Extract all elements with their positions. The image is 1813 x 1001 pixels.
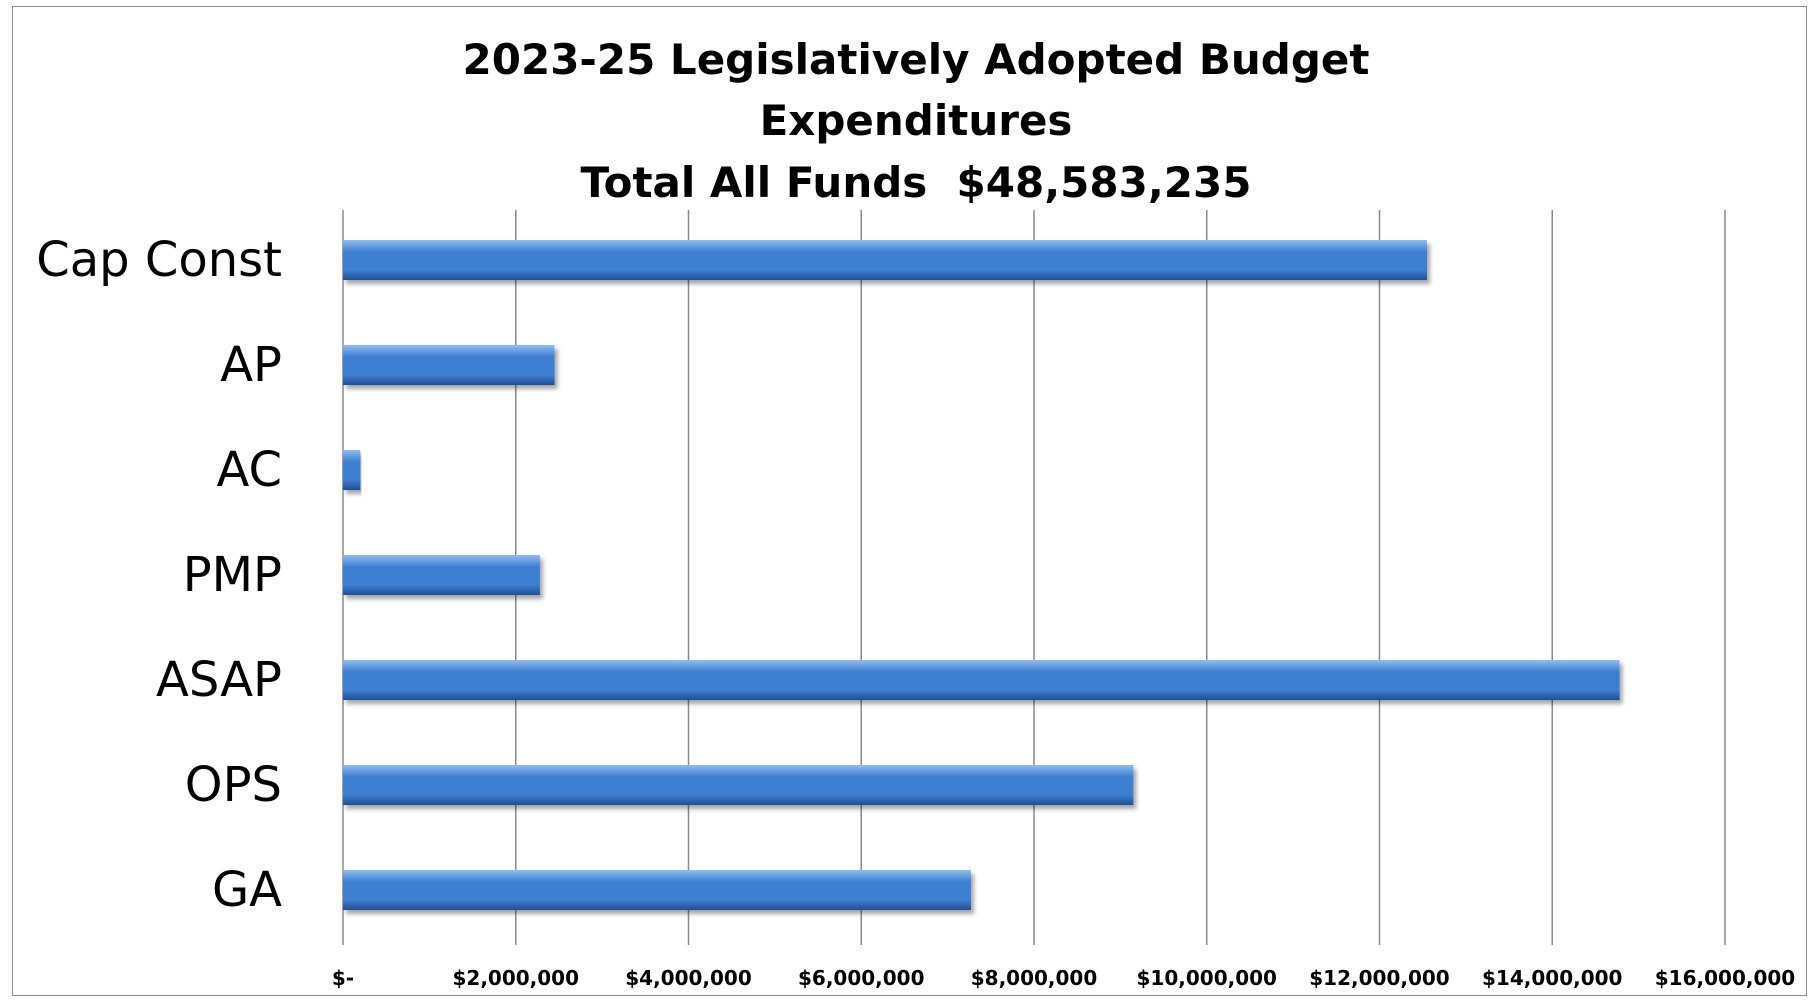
x-tick-label: $16,000,000 [1655, 966, 1795, 990]
x-tick-label: $6,000,000 [798, 966, 925, 990]
chart-title-line-2: Expenditures [760, 96, 1073, 145]
chart-frame [12, 6, 1807, 996]
category-label: AC [216, 442, 282, 498]
bar [343, 765, 1134, 805]
chart-title-line-1: 2023-25 Legislatively Adopted Budget [463, 35, 1370, 84]
bar [343, 870, 971, 910]
x-tick-label: $- [332, 966, 354, 990]
x-tick-label: $4,000,000 [625, 966, 752, 990]
category-label: ASAP [156, 652, 282, 708]
category-label: AP [220, 337, 282, 393]
gridlines [515, 210, 1726, 945]
bar [343, 450, 361, 490]
category-label: GA [212, 862, 282, 918]
category-label: OPS [185, 757, 282, 813]
bar [343, 345, 555, 385]
bar [343, 240, 1428, 280]
x-tick-label: $12,000,000 [1309, 966, 1449, 990]
bars [343, 240, 1620, 910]
chart-title-line-3: Total All Funds $48,583,235 [581, 158, 1252, 207]
category-labels: Cap Const AP AC PMP ASAP OPS GA [36, 232, 282, 918]
x-tick-label: $8,000,000 [971, 966, 1098, 990]
bar [343, 660, 1620, 700]
x-tick-label: $10,000,000 [1137, 966, 1277, 990]
x-tick-label: $14,000,000 [1482, 966, 1622, 990]
bar [343, 555, 540, 595]
chart-title: 2023-25 Legislatively Adopted Budget Exp… [463, 35, 1370, 207]
x-tick-labels: $- $2,000,000 $4,000,000 $6,000,000 $8,000,0… [332, 966, 1795, 990]
x-tick-label: $2,000,000 [452, 966, 579, 990]
category-label: PMP [183, 547, 282, 603]
category-label: Cap Const [36, 232, 282, 288]
